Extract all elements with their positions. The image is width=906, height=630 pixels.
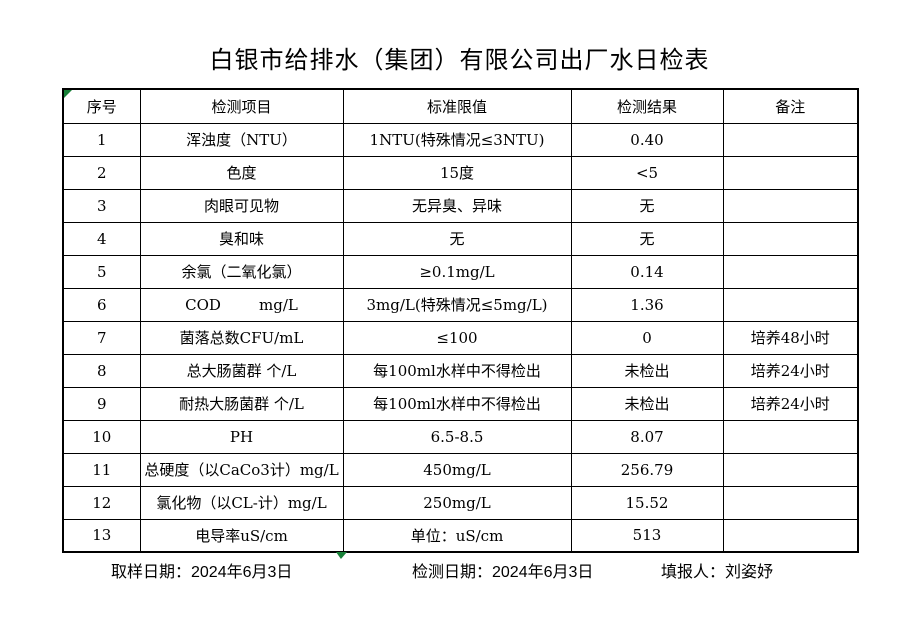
row-no-cell: 2	[62, 155, 141, 190]
table-row: 12 氯化物（以CL-计）mg/L 250mg/L 15.52	[62, 485, 859, 520]
table-row: 3 肉眼可见物 无异臭、异味 无	[62, 188, 859, 223]
limit-cell: 1NTU(特殊情况≤3NTU)	[342, 122, 572, 157]
remark-cell	[722, 188, 859, 223]
result-cell: 0	[570, 320, 724, 355]
limit-cell: 每100ml水样中不得检出	[342, 386, 572, 421]
result-cell: 15.52	[570, 485, 724, 520]
table-row: 7 菌落总数CFU/mL ≤100 0 培养48小时	[62, 320, 859, 355]
row-no-cell: 13	[62, 518, 141, 553]
limit-cell: 6.5-8.5	[342, 419, 572, 454]
table-row: 1 浑浊度（NTU） 1NTU(特殊情况≤3NTU) 0.40	[62, 122, 859, 157]
header-result: 检测结果	[570, 88, 724, 124]
item-cell: COD mg/L	[139, 287, 344, 322]
result-cell: 未检出	[570, 386, 724, 421]
item-cell: 菌落总数CFU/mL	[139, 320, 344, 355]
remark-cell	[722, 221, 859, 256]
sampling-date-label: 取样日期：2024年6月3日	[111, 564, 293, 581]
item-cell: 耐热大肠菌群 个/L	[139, 386, 344, 421]
item-cell: 余氯（二氧化氯）	[139, 254, 344, 289]
limit-cell: 450mg/L	[342, 452, 572, 487]
item-cell: PH	[139, 419, 344, 454]
limit-cell: 每100ml水样中不得检出	[342, 353, 572, 388]
result-cell: 256.79	[570, 452, 724, 487]
row-no-cell: 9	[62, 386, 141, 421]
limit-cell: 15度	[342, 155, 572, 190]
item-cell: 总硬度（以CaCo3计）mg/L	[139, 452, 344, 487]
item-cell: 色度	[139, 155, 344, 190]
remark-cell	[722, 518, 859, 553]
header-item: 检测项目	[139, 88, 344, 124]
table-row: 6 COD mg/L 3mg/L(特殊情况≤5mg/L) 1.36	[62, 287, 859, 322]
result-cell: 未检出	[570, 353, 724, 388]
inspection-table: 序号 检测项目 标准限值 检测结果 备注 1 浑浊度（NTU） 1NTU(特殊情…	[62, 88, 859, 553]
table-row: 4 臭和味 无 无	[62, 221, 859, 256]
remark-cell	[722, 122, 859, 157]
item-cell: 臭和味	[139, 221, 344, 256]
limit-cell: ≤100	[342, 320, 572, 355]
limit-cell: 单位：uS/cm	[342, 518, 572, 553]
result-cell: 8.07	[570, 419, 724, 454]
row-no-cell: 3	[62, 188, 141, 223]
header-limit: 标准限值	[342, 88, 572, 124]
item-cell: 电导率uS/cm	[139, 518, 344, 553]
result-cell: 1.36	[570, 287, 724, 322]
table-row: 5 余氯（二氧化氯） ≥0.1mg/L 0.14	[62, 254, 859, 289]
remark-cell	[722, 419, 859, 454]
remark-cell	[722, 452, 859, 487]
row-no-cell: 4	[62, 221, 141, 256]
header-no: 序号	[62, 88, 141, 124]
remark-cell: 培养48小时	[722, 320, 859, 355]
row-no-cell: 6	[62, 287, 141, 322]
table-header-row: 序号 检测项目 标准限值 检测结果 备注	[62, 88, 859, 124]
row-no-cell: 7	[62, 320, 141, 355]
result-cell: 0.40	[570, 122, 724, 157]
limit-cell: 无异臭、异味	[342, 188, 572, 223]
limit-cell: 3mg/L(特殊情况≤5mg/L)	[342, 287, 572, 322]
remark-cell	[722, 254, 859, 289]
remark-cell	[722, 485, 859, 520]
remark-cell: 培养24小时	[722, 353, 859, 388]
result-cell: 无	[570, 221, 724, 256]
limit-cell: 250mg/L	[342, 485, 572, 520]
item-cell: 浑浊度（NTU）	[139, 122, 344, 157]
table-row: 2 色度 15度 <5	[62, 155, 859, 190]
result-cell: <5	[570, 155, 724, 190]
row-no-cell: 11	[62, 452, 141, 487]
item-cell: 总大肠菌群 个/L	[139, 353, 344, 388]
test-date-label: 检测日期：2024年6月3日	[412, 564, 594, 581]
limit-cell: ≥0.1mg/L	[342, 254, 572, 289]
table-row: 9 耐热大肠菌群 个/L 每100ml水样中不得检出 未检出 培养24小时	[62, 386, 859, 421]
table-row: 13 电导率uS/cm 单位：uS/cm 513	[62, 518, 859, 553]
item-cell: 肉眼可见物	[139, 188, 344, 223]
item-cell: 氯化物（以CL-计）mg/L	[139, 485, 344, 520]
excel-error-indicator-icon	[336, 552, 347, 559]
row-no-cell: 8	[62, 353, 141, 388]
result-cell: 513	[570, 518, 724, 553]
result-cell: 0.14	[570, 254, 724, 289]
page-title: 白银市给排水（集团）有限公司出厂水日检表	[209, 47, 710, 74]
header-remark: 备注	[722, 88, 859, 124]
reporter-label: 填报人：刘姿妤	[661, 564, 774, 581]
remark-cell	[722, 287, 859, 322]
row-no-cell: 10	[62, 419, 141, 454]
table-row: 10 PH 6.5-8.5 8.07	[62, 419, 859, 454]
result-cell: 无	[570, 188, 724, 223]
row-no-cell: 1	[62, 122, 141, 157]
remark-cell	[722, 155, 859, 190]
row-no-cell: 5	[62, 254, 141, 289]
limit-cell: 无	[342, 221, 572, 256]
table-row: 8 总大肠菌群 个/L 每100ml水样中不得检出 未检出 培养24小时	[62, 353, 859, 388]
remark-cell: 培养24小时	[722, 386, 859, 421]
table-row: 11 总硬度（以CaCo3计）mg/L 450mg/L 256.79	[62, 452, 859, 487]
row-no-cell: 12	[62, 485, 141, 520]
